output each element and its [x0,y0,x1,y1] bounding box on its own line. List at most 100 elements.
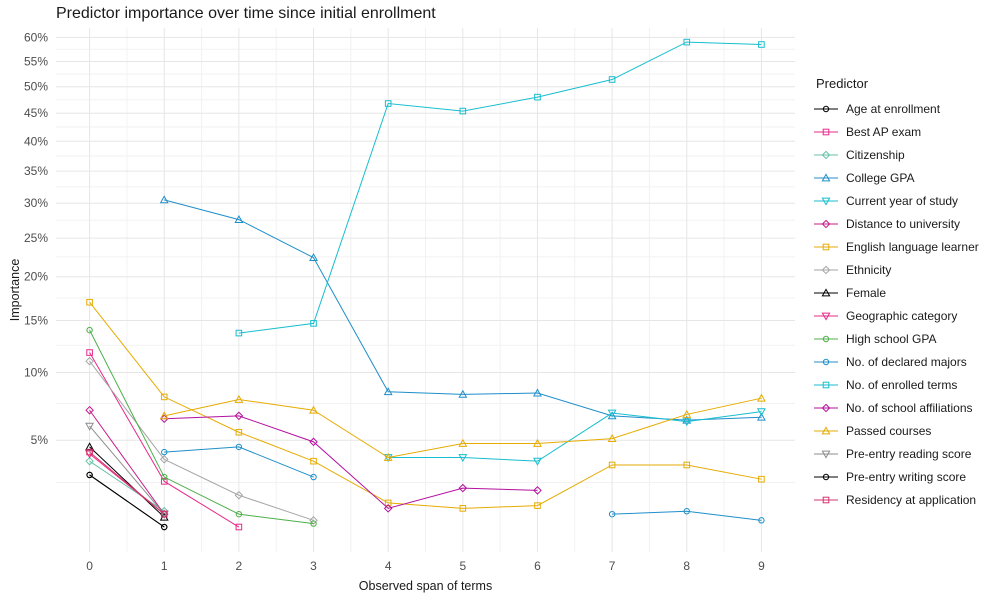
y-tick-label: 35% [24,164,48,178]
legend-item: Distance to university [812,212,979,235]
chart-plot-area: 0 1 2 3 4 5 6 7 8 9 5% 10% 15% 20% 25% 30% 35% 40% 45% 50% 5… [8,28,795,593]
x-tick-label: 2 [236,559,243,573]
y-axis-title: Importance [8,259,22,322]
legend-title: Predictor [816,76,869,91]
legend-label: Current year of study [846,193,959,208]
legend-label: Pre-entry writing score [846,469,967,484]
legend-label: Pre-entry reading score [846,446,972,461]
x-tick-label: 9 [758,559,765,573]
series-1 [86,349,243,531]
series-line [89,352,240,528]
x-tick-label: 3 [310,559,317,573]
series-17 [86,448,168,518]
legend-key-marker [821,312,831,321]
y-tick-label: 55% [24,54,48,68]
legend-key [814,128,838,135]
data-point [234,214,244,223]
legend-key [814,172,838,181]
legend-key [814,287,838,296]
legend-key-marker [822,128,830,135]
legend-item: High school GPA [812,327,979,350]
legend: Predictor Age at enrollment Best AP exam C… [812,76,979,511]
data-point [756,412,766,421]
data-point [234,411,244,421]
data-point [235,428,243,436]
data-point [310,520,317,527]
legend-key [814,496,838,503]
y-tick-label: 10% [24,365,48,379]
data-point [85,456,94,466]
data-point [159,455,169,464]
legend-key-marker [822,381,830,388]
legend-label: Geographic category [846,308,958,323]
legend-key [814,197,838,206]
series-layer [85,38,766,531]
data-point [86,298,93,306]
legend-label: Female [846,285,887,300]
legend-key [814,150,838,159]
data-point [310,457,317,465]
data-point [682,418,692,427]
data-point [160,510,168,518]
legend-label: English language learner [846,239,979,254]
legend-key [814,403,838,412]
x-tick-label: 8 [683,559,690,573]
x-tick-label: 0 [86,559,93,573]
series-line [164,397,762,458]
y-tick-label: 25% [24,231,48,245]
legend-key-marker [821,150,831,159]
legend-item: Pre-entry reading score [812,442,979,465]
data-point [309,516,318,525]
legend-key-marker [821,197,831,206]
data-point [384,100,392,107]
data-point [459,107,467,115]
series-line [164,446,314,478]
legend-key-marker [821,450,831,459]
legend-key-marker [822,473,830,480]
series-line [89,451,165,515]
legend-item: No. of school affiliations [812,396,979,419]
data-point [607,433,617,442]
legend-label: No. of declared majors [846,354,967,369]
legend-label: Distance to university [846,216,961,231]
legend-key-marker [822,105,830,112]
series-11 [161,443,765,524]
data-point [758,517,765,524]
legend-key [814,473,838,480]
chart-title: Predictor importance over time since ini… [56,5,436,22]
legend-key-marker [822,335,830,342]
y-tick-label: 45% [24,106,48,120]
x-tick-label: 1 [161,559,168,573]
legend-items: Age at enrollment Best AP exam Citizenship… [812,97,979,511]
data-point [458,438,468,447]
y-tick-label: 15% [24,314,48,328]
series-line [89,360,314,521]
legend-label: Age at enrollment [846,101,941,116]
series-line [89,446,165,518]
data-point [384,499,392,507]
data-point [235,329,243,337]
data-point [458,483,468,493]
data-point [159,411,169,420]
series-6 [86,298,765,512]
legend-key-marker [821,425,831,434]
data-point [534,93,541,101]
data-point [161,448,168,456]
legend-label: Ethnicity [846,262,892,277]
legend-key [814,105,838,112]
data-point [235,510,243,518]
data-point [235,443,243,451]
data-point [758,475,765,483]
data-point [310,320,317,327]
data-point [159,195,169,204]
legend-key-marker [821,287,831,296]
series-10 [86,326,317,527]
legend-key [814,358,838,365]
data-point [458,454,468,463]
legend-label: Citizenship [846,147,905,162]
y-tick-label: 20% [24,270,48,284]
legend-label: Best AP exam [846,124,922,139]
data-point [383,387,393,396]
legend-key [814,335,838,342]
data-point [161,523,168,531]
